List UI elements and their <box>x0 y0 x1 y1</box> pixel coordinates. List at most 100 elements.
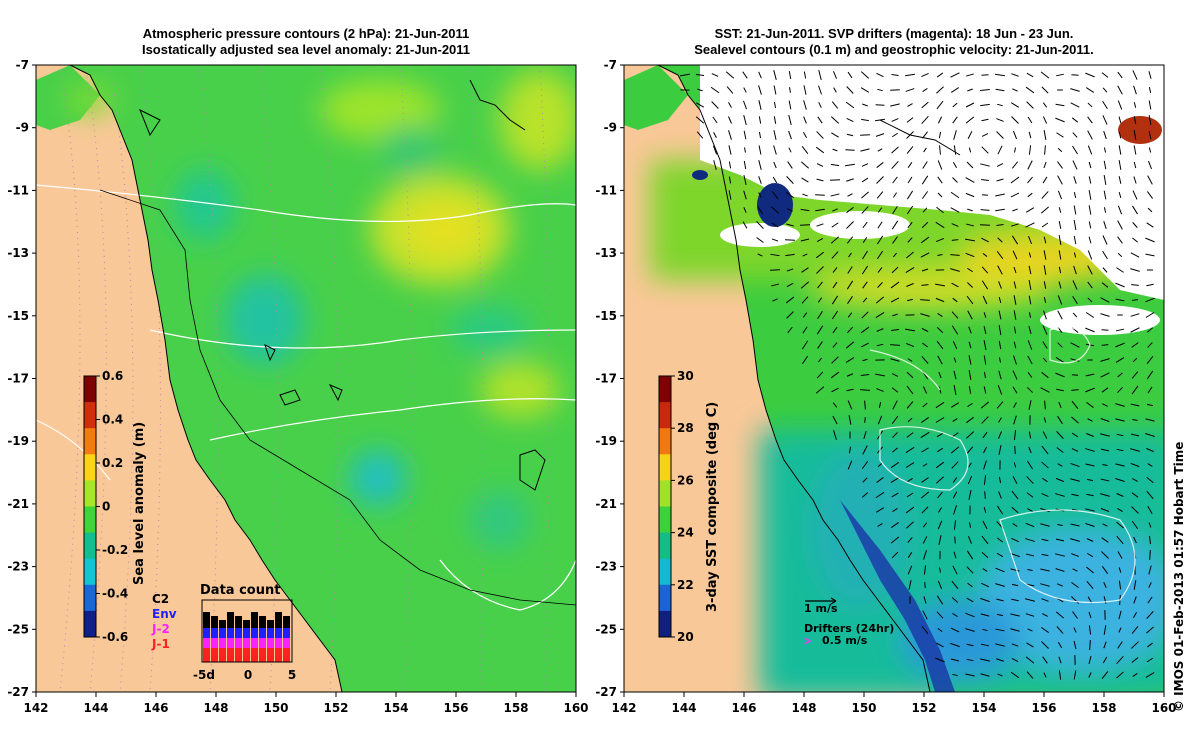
velocity-arrow <box>712 145 718 155</box>
velocity-arrow <box>967 282 973 288</box>
velocity-arrow <box>954 536 956 544</box>
velocity-arrow <box>1088 236 1092 244</box>
velocity-arrow <box>1011 73 1019 77</box>
velocity-arrow <box>1145 312 1155 318</box>
velocity-arrow <box>965 628 975 632</box>
velocity-arrow <box>1147 506 1153 514</box>
velocity-arrow <box>1025 86 1035 94</box>
velocity-arrow <box>1070 342 1080 348</box>
velocity-arrow <box>1043 417 1047 423</box>
velocity-arrow <box>1130 462 1140 468</box>
velocity-arrow <box>1148 87 1152 93</box>
velocity-arrow <box>906 190 914 200</box>
velocity-arrow <box>1041 222 1049 228</box>
velocity-arrow <box>980 103 990 107</box>
velocity-arrow <box>1071 493 1079 497</box>
velocity-arrow <box>1055 611 1065 619</box>
velocity-arrow <box>1056 73 1064 77</box>
velocity-arrow <box>905 88 915 92</box>
velocity-arrow <box>1103 207 1107 213</box>
velocity-arrow <box>1148 115 1152 125</box>
sst-lat-tick-label: -27 <box>595 685 617 699</box>
velocity-arrow <box>845 357 855 363</box>
velocity-arrow <box>953 384 957 396</box>
velocity-arrow <box>789 87 791 93</box>
velocity-arrow <box>981 74 989 76</box>
velocity-arrow <box>1100 448 1110 452</box>
velocity-arrow <box>1148 565 1152 575</box>
velocity-arrow <box>995 88 1005 92</box>
velocity-arrow <box>831 251 839 259</box>
velocity-arrow <box>1085 72 1095 78</box>
velocity-arrow <box>1041 445 1049 455</box>
velocity-arrow <box>891 146 899 154</box>
velocity-arrow <box>864 400 866 410</box>
velocity-arrow <box>1131 626 1139 634</box>
velocity-arrow <box>1116 493 1124 497</box>
sst-temperature-field <box>650 160 1164 692</box>
velocity-arrow <box>802 355 808 365</box>
velocity-arrow <box>1102 403 1108 407</box>
velocity-arrow <box>1028 131 1032 139</box>
imos-credit: © IMOS 01-Feb-2013 01:57 Hobart Time <box>1172 441 1186 712</box>
velocity-arrow <box>982 520 988 530</box>
velocity-arrow <box>952 161 958 169</box>
velocity-arrow <box>801 177 809 183</box>
velocity-arrow <box>892 400 898 410</box>
velocity-arrow <box>845 341 855 349</box>
velocity-arrow <box>921 115 929 125</box>
velocity-arrow <box>1130 403 1140 407</box>
velocity-arrow <box>981 237 989 243</box>
data-count-bar <box>251 648 258 662</box>
sst-gulf <box>624 65 688 130</box>
velocity-arrow <box>831 356 839 364</box>
velocity-arrow <box>935 221 945 229</box>
velocity-arrow <box>1042 116 1048 124</box>
velocity-arrow <box>1086 493 1094 497</box>
velocity-arrow <box>1115 328 1125 332</box>
velocity-arrow <box>1026 72 1034 78</box>
velocity-arrow <box>875 312 885 318</box>
velocity-arrow <box>937 160 943 170</box>
velocity-arrow <box>847 312 853 318</box>
velocity-arrow <box>787 326 793 334</box>
sst-velocity-arrows <box>680 70 1155 680</box>
velocity-arrow <box>1043 250 1047 260</box>
velocity-arrow <box>1056 447 1064 453</box>
velocity-arrow <box>877 267 883 273</box>
right-title-line2: Sealevel contours (0.1 m) and geostrophi… <box>694 42 1094 57</box>
velocity-arrow <box>950 191 960 199</box>
velocity-arrow <box>967 267 973 273</box>
velocity-arrow <box>1012 475 1018 485</box>
velocity-arrow <box>995 208 1005 212</box>
velocity-arrow <box>1041 492 1049 498</box>
velocity-arrow <box>757 206 763 214</box>
velocity-arrow <box>818 357 822 363</box>
velocity-arrow <box>892 192 898 198</box>
velocity-arrow <box>1118 610 1122 620</box>
sst-lon-tick-label: 154 <box>971 701 996 715</box>
velocity-arrow <box>847 400 853 410</box>
velocity-arrow <box>936 86 944 94</box>
velocity-arrow <box>1118 627 1122 633</box>
velocity-arrow <box>815 386 825 394</box>
velocity-arrow <box>846 86 854 94</box>
velocity-arrow <box>891 492 899 498</box>
data-count-bar <box>283 628 290 638</box>
velocity-arrow <box>758 100 762 110</box>
velocity-arrow <box>1073 205 1077 215</box>
data-count-bar <box>243 638 250 648</box>
velocity-arrow <box>1028 326 1032 334</box>
velocity-arrow <box>773 161 777 169</box>
sla-lon-tick-label: 152 <box>323 701 348 715</box>
colorbar-tick-label: -0.2 <box>102 543 128 557</box>
velocity-arrow <box>771 238 779 242</box>
velocity-arrow <box>1089 640 1091 650</box>
sst-lon-tick-label: 150 <box>851 701 876 715</box>
velocity-arrow <box>1101 344 1109 346</box>
velocity-arrow <box>786 191 794 199</box>
colorbar-swatch <box>659 376 671 403</box>
velocity-arrow <box>861 163 869 167</box>
velocity-arrow <box>1146 447 1154 453</box>
